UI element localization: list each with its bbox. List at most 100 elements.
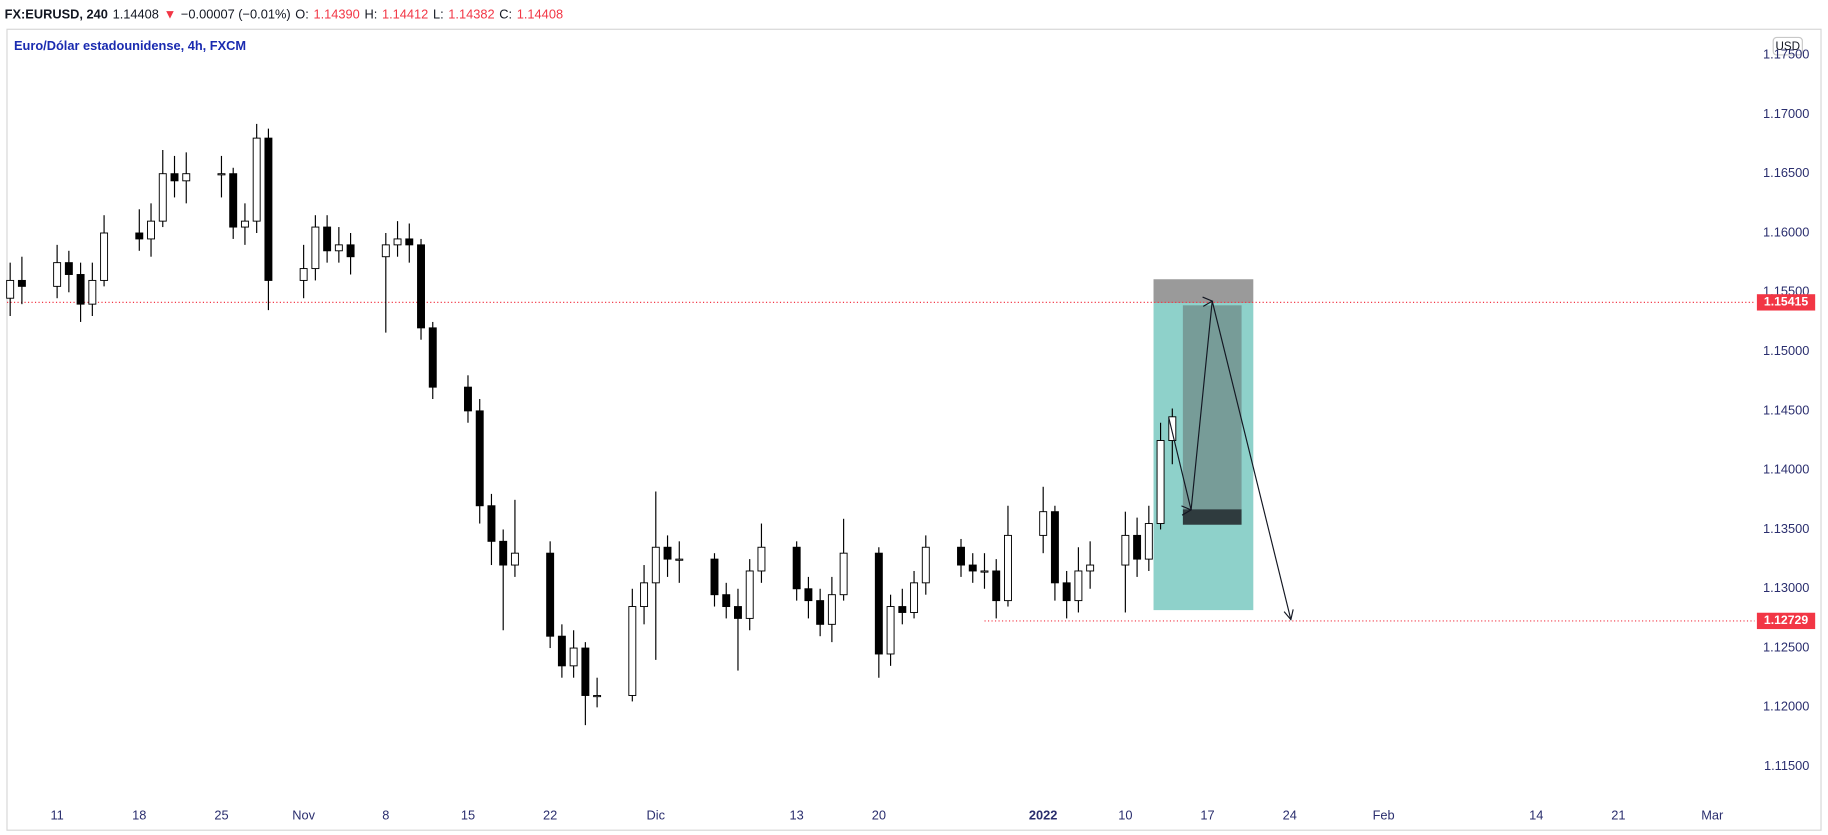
candle-body [323, 226, 332, 252]
candle-body [6, 279, 15, 299]
candle-body [1004, 534, 1012, 602]
candle-body [53, 262, 62, 287]
candle-body [299, 268, 308, 281]
candle-body [792, 546, 801, 590]
candle-body [663, 546, 672, 560]
header-part: C: [499, 7, 512, 22]
x-tick-label: 14 [1529, 808, 1543, 823]
candle-body [640, 582, 649, 608]
candle-body [1168, 416, 1177, 441]
candle-body [957, 546, 965, 566]
y-tick-label: 1.13500 [1763, 521, 1809, 536]
candle-body [992, 570, 1001, 602]
candle-body [569, 647, 578, 667]
candle-body [135, 232, 144, 240]
stop-zone [1153, 279, 1254, 303]
x-tick-label: 10 [1118, 808, 1132, 823]
candle-body [217, 173, 226, 176]
price-level-tag [1756, 612, 1816, 630]
candle-body [593, 695, 602, 698]
legend-title: Euro/Dólar estadounidense, 4h, FXCM [14, 38, 246, 53]
range-box [1182, 305, 1242, 510]
header-part: ▼ [164, 7, 177, 22]
y-tick-label: 1.14500 [1763, 402, 1809, 417]
candle-body [1133, 534, 1142, 560]
header-part: 1.14390 [313, 7, 359, 22]
candle-body [428, 327, 437, 388]
y-tick-label: 1.17000 [1763, 106, 1809, 121]
header-part: O: [295, 7, 309, 22]
candle-body [839, 552, 848, 596]
candle-body [1074, 570, 1083, 602]
range-box [1182, 509, 1242, 525]
candle-body [1121, 534, 1130, 566]
candle-body [487, 505, 496, 542]
candle-body [17, 279, 26, 287]
candle-body [581, 647, 590, 696]
candle-body [405, 238, 414, 246]
candle-body [393, 238, 402, 246]
candle-body [229, 173, 238, 228]
x-tick-label: 24 [1283, 808, 1297, 823]
candle-body [64, 262, 73, 275]
candle-body [827, 594, 836, 625]
candle-body [1086, 564, 1095, 572]
y-tick-label: 1.13000 [1763, 580, 1809, 595]
candle-body [510, 552, 519, 566]
candle-body [804, 588, 813, 602]
candle-body [240, 220, 249, 228]
candle-body [722, 594, 731, 608]
candle-body [886, 606, 895, 655]
header-part: 1.14382 [448, 7, 494, 22]
x-tick-label: 21 [1611, 808, 1625, 823]
y-tick-label: 1.16500 [1763, 165, 1809, 180]
candle-body [757, 546, 766, 572]
candle-body [874, 552, 883, 655]
x-tick-label: 11 [50, 808, 63, 823]
x-tick-label: Mar [1701, 808, 1724, 823]
candle-body [980, 570, 989, 573]
x-tick-label: 17 [1200, 808, 1214, 823]
candle-body [1039, 511, 1048, 536]
x-tick-label: 25 [214, 808, 228, 823]
x-tick-label: 8 [382, 808, 389, 823]
candle-body [557, 635, 566, 667]
x-tick-label: Dic [647, 808, 666, 823]
candle-body [651, 546, 660, 584]
candle-body [76, 274, 85, 305]
candle-body [1050, 511, 1059, 584]
candle-body [816, 600, 825, 625]
price-level-label: 1.12729 [1764, 613, 1808, 627]
candle-body [417, 244, 425, 329]
price-level-tag [1756, 294, 1816, 311]
candle-body [464, 386, 472, 412]
candle-body [346, 244, 355, 258]
currency-box[interactable] [1772, 36, 1803, 56]
candle-body [252, 137, 261, 222]
price-level-label: 1.15415 [1764, 295, 1808, 309]
currency-label: USD [1775, 40, 1800, 53]
header-part: L: [433, 7, 444, 22]
x-tick-label: 20 [872, 808, 886, 823]
candle-body [88, 279, 97, 305]
candle-body [100, 232, 109, 281]
header-part: −0.00007 (−0.01%) [181, 7, 291, 22]
y-tick-label: 1.12000 [1763, 699, 1809, 714]
candle-body [745, 570, 754, 619]
y-tick-label: 1.17500 [1763, 47, 1809, 62]
candle-body [1144, 523, 1153, 560]
candle-body [381, 244, 390, 258]
x-tick-label: Nov [292, 808, 315, 823]
candle-body [147, 220, 155, 240]
x-tick-label: 13 [790, 808, 804, 823]
x-tick-label: Feb [1373, 808, 1395, 823]
x-tick-label: 2022 [1029, 808, 1058, 823]
header-part: 1.14408 [113, 7, 159, 22]
candle-body [475, 410, 484, 507]
y-tick-label: 1.14000 [1763, 462, 1809, 477]
candle-body [311, 226, 320, 270]
x-tick-label: 15 [461, 808, 475, 823]
y-tick-label: 1.11500 [1764, 758, 1809, 773]
